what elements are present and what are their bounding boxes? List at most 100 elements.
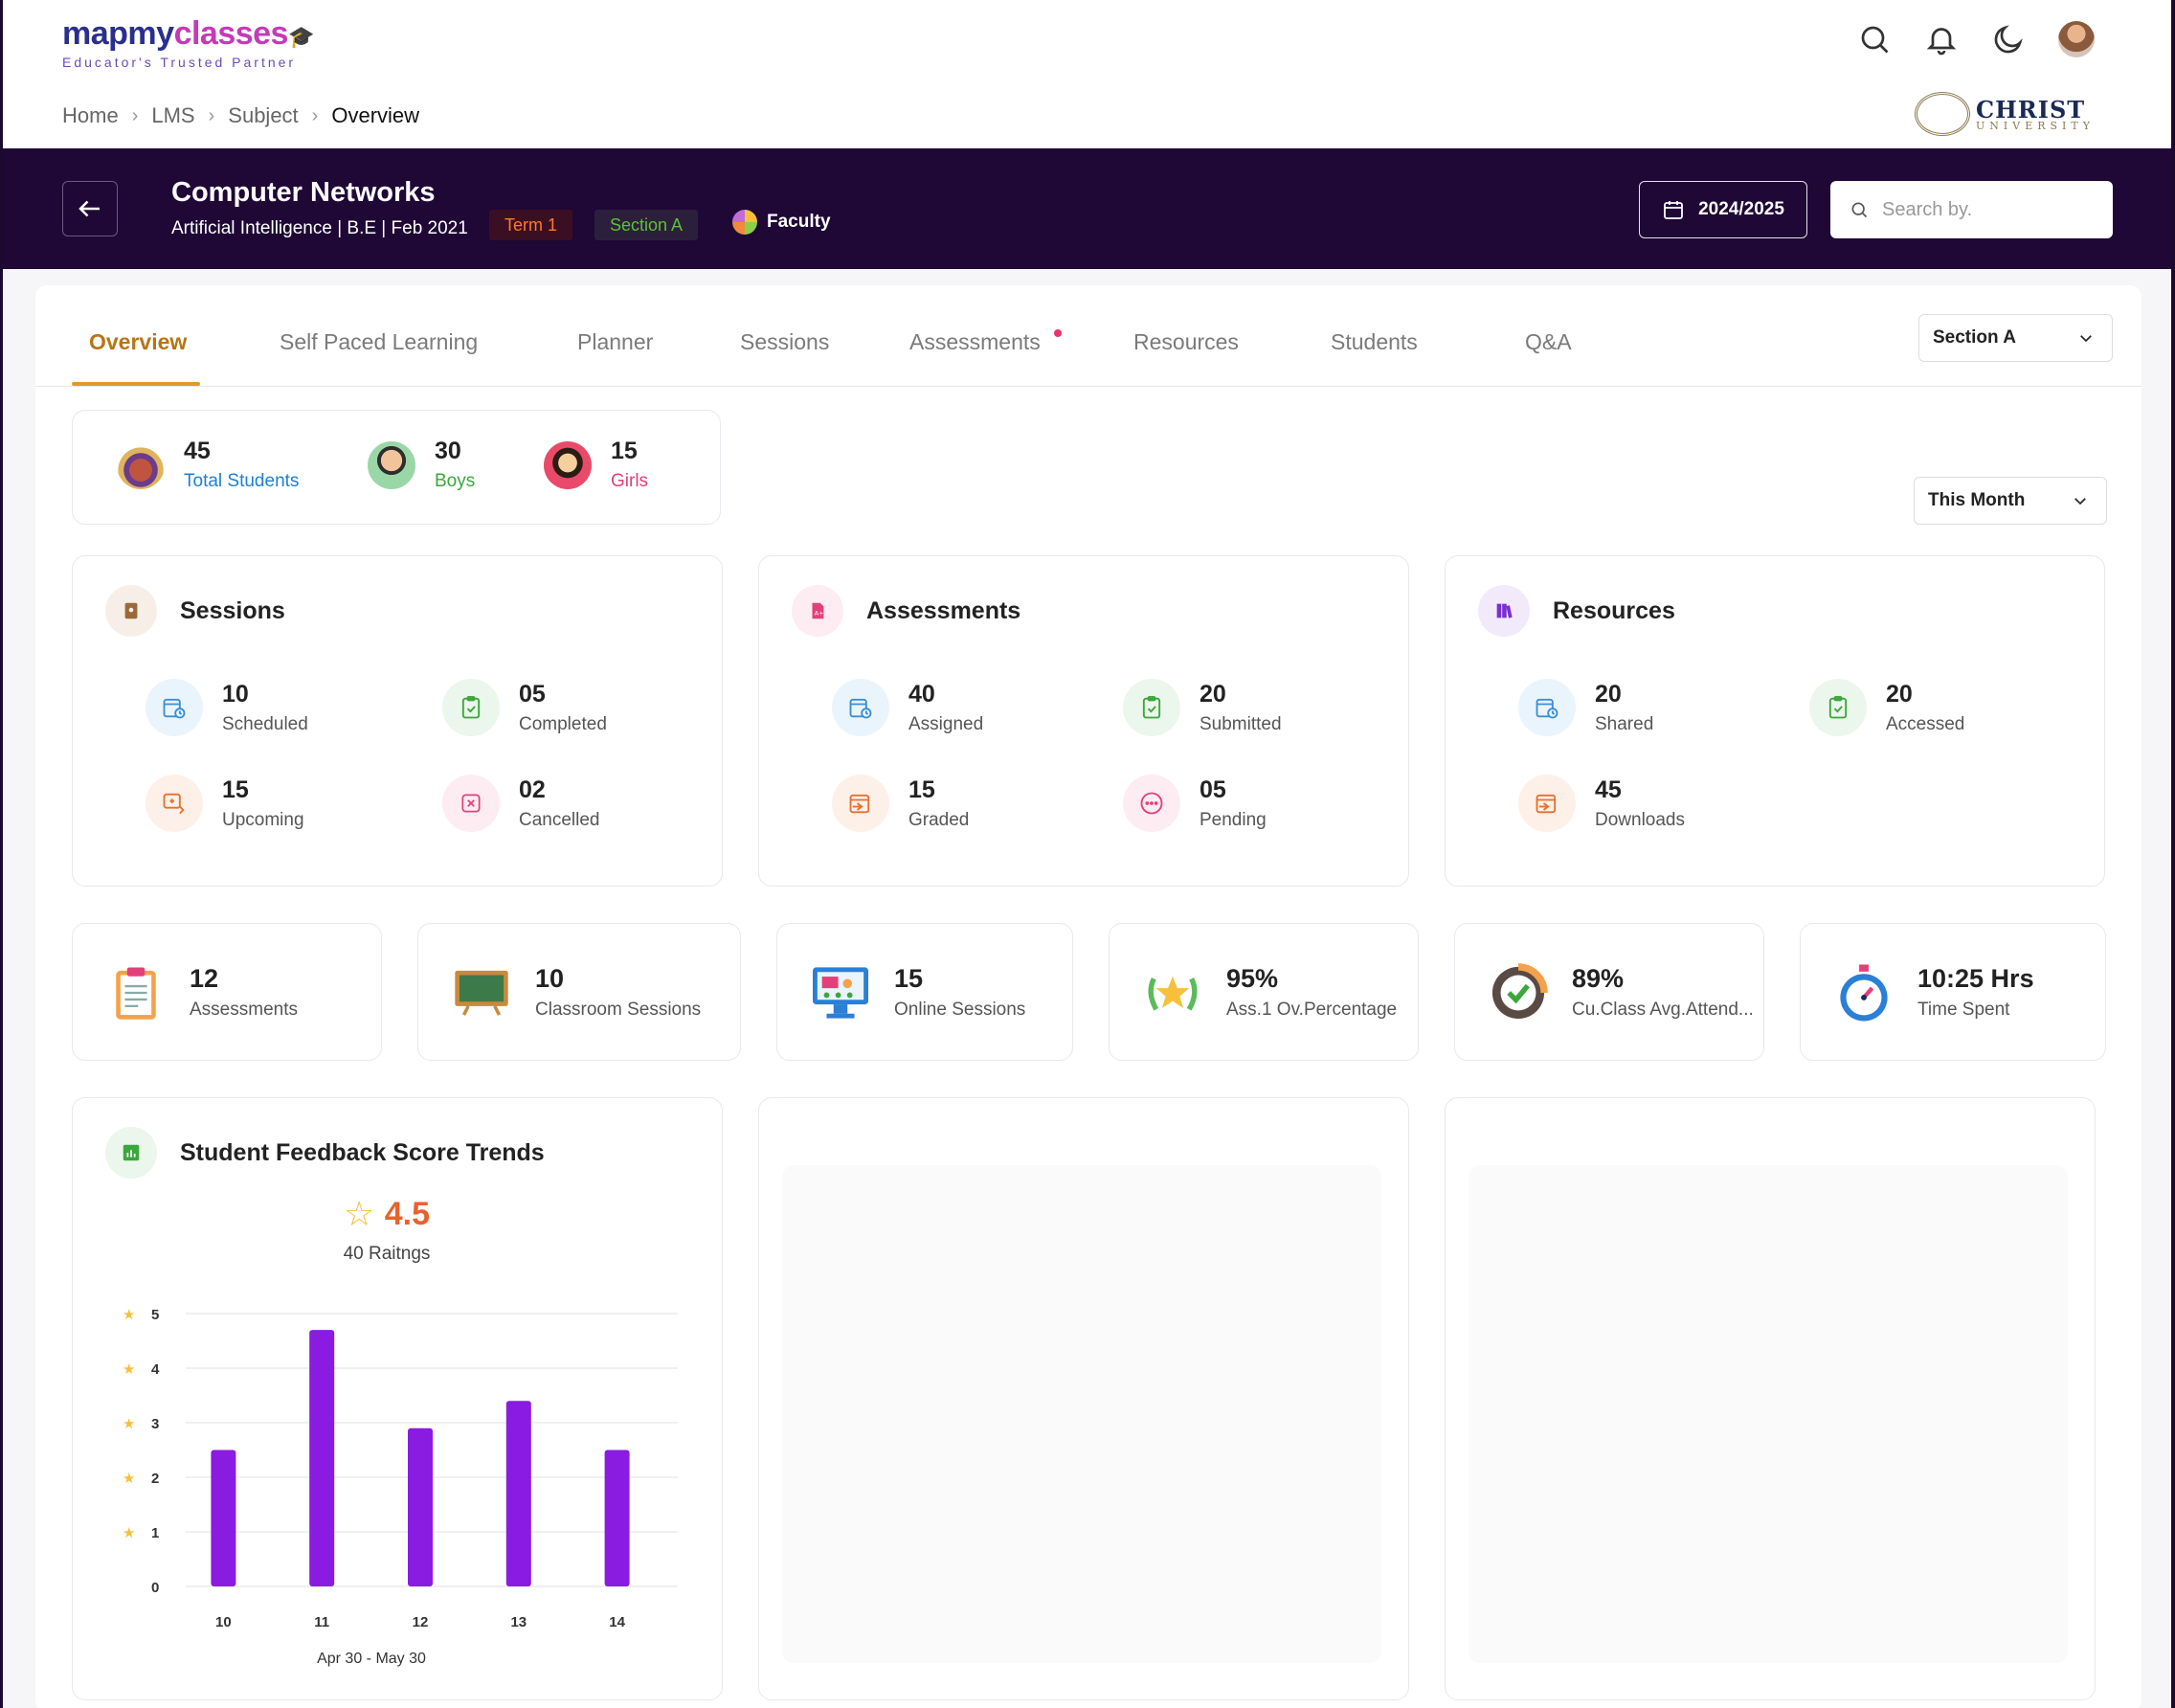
feedback-score-value: 4.5 (384, 1195, 430, 1232)
pending-icon (1123, 775, 1180, 832)
tab-students[interactable]: Students (1331, 329, 1418, 354)
stat-value: 15 (894, 964, 924, 993)
stopwatch-icon (1833, 962, 1895, 1023)
metric-label: Submitted (1200, 713, 1282, 734)
laurel-star-icon (1142, 962, 1203, 1023)
x-tick-label: 10 (215, 1614, 232, 1630)
stat-value: 95% (1226, 964, 1279, 993)
chevron-down-icon (2080, 335, 2092, 343)
clipboard-check-icon (442, 679, 500, 736)
sessions-title: Sessions (180, 596, 285, 624)
sessions-scheduled[interactable]: 10 Scheduled (146, 679, 308, 736)
stat-label: Time Spent (1917, 1000, 2010, 1020)
academic-year-label: 2024/2025 (1698, 199, 1784, 219)
metric-label: Assigned (908, 713, 984, 734)
top-actions (1857, 21, 2095, 57)
bar-11[interactable] (309, 1330, 335, 1586)
loading-placeholder (782, 1165, 1381, 1663)
y-tick-label: 2 (151, 1471, 159, 1487)
role-badge: Faculty (732, 210, 831, 235)
assessments-submitted[interactable]: 20 Submitted (1123, 679, 1282, 736)
bar-chart-icon (105, 1127, 157, 1179)
girls-label: Girls (611, 471, 649, 491)
metric-label: Accessed (1886, 713, 1965, 734)
assessments-card: A+ Assessments 40 Assigned 20 Submitted 15… (758, 555, 1409, 887)
university-name: CHRIST (1976, 96, 2086, 124)
chevron-right-icon: › (131, 104, 139, 126)
tab-sessions[interactable]: Sessions (740, 329, 830, 354)
book-icon (105, 585, 157, 637)
resources-title: Resources (1553, 596, 1675, 624)
breadcrumb-subject[interactable]: Subject (228, 103, 299, 127)
stat-classroom-sessions[interactable]: 10 Classroom Sessions (417, 923, 741, 1061)
moon-icon[interactable] (1991, 22, 2026, 56)
assessments-title: Assessments (866, 596, 1021, 624)
assessments-graded[interactable]: 15 Graded (832, 775, 969, 832)
bar-14[interactable] (604, 1450, 630, 1587)
stat-value: 12 (190, 964, 219, 993)
assessments-assigned[interactable]: 40 Assigned (832, 679, 983, 736)
period-select[interactable]: This Month (1914, 477, 2107, 525)
y-tick-star-icon: ★ (123, 1525, 135, 1541)
metric-label: Cancelled (519, 809, 600, 830)
tab-self-paced-learning[interactable]: Self Paced Learning (280, 329, 479, 354)
academic-year-button[interactable]: 2024/2025 (1639, 181, 1807, 238)
course-banner: Computer Networks Artificial Intelligenc… (3, 148, 2171, 269)
active-tab-indicator (72, 382, 200, 386)
stat-assessments[interactable]: 12 Assessments (72, 923, 382, 1061)
breadcrumb-home[interactable]: Home (62, 103, 119, 127)
tab-qa[interactable]: Q&A (1525, 329, 1572, 354)
stat-attendance[interactable]: 89% Cu.Class Avg.Attend... (1454, 923, 1764, 1061)
resources-shared[interactable]: 20 Shared (1518, 679, 1653, 736)
resources-downloads[interactable]: 45 Downloads (1518, 775, 1685, 832)
section-select[interactable]: Section A (1918, 314, 2113, 362)
course-subtitle: Artificial Intelligence | B.E | Feb 2021 (171, 218, 468, 238)
x-tick-label: 13 (510, 1614, 527, 1630)
feedback-title: Student Feedback Score Trends (180, 1138, 545, 1166)
stat-time-spent[interactable]: 10:25 Hrs Time Spent (1800, 923, 2106, 1061)
metric-label: Completed (519, 713, 607, 734)
empty-card-2 (1445, 1097, 2096, 1700)
sessions-cancelled[interactable]: 02 Cancelled (442, 775, 600, 832)
monitor-icon (810, 962, 871, 1023)
brand-logo[interactable]: mapmyclasses🎓 Educator's Trusted Partner (62, 15, 314, 70)
boy-avatar-icon (368, 440, 415, 489)
section-select-value: Section A (1933, 327, 2016, 348)
cancel-icon (442, 775, 500, 832)
assessments-pending[interactable]: 05 Pending (1123, 775, 1267, 832)
breadcrumb-current: Overview (331, 103, 420, 127)
top-bar: mapmyclasses🎓 Educator's Trusted Partner… (3, 0, 2171, 148)
back-button[interactable] (62, 181, 118, 236)
boys-label: Boys (435, 471, 476, 491)
sessions-upcoming[interactable]: 15 Upcoming (146, 775, 304, 832)
bar-13[interactable] (505, 1401, 531, 1586)
attendance-clock-icon (1488, 962, 1549, 1023)
clipboard-check-icon (1123, 679, 1180, 736)
search-input[interactable]: Search by. (1830, 181, 2113, 238)
y-tick-label: 4 (151, 1361, 160, 1378)
chevron-right-icon: › (311, 104, 319, 126)
stat-online-sessions[interactable]: 15 Online Sessions (776, 923, 1073, 1061)
blackboard-icon (451, 962, 512, 1023)
total-students: 45 Total Students (117, 438, 299, 492)
y-tick-label: 1 (151, 1525, 159, 1541)
search-icon[interactable] (1857, 22, 1892, 56)
bell-icon[interactable] (1924, 22, 1959, 56)
tab-planner[interactable]: Planner (577, 329, 654, 354)
tab-resources[interactable]: Resources (1133, 329, 1239, 354)
bar-12[interactable] (408, 1427, 433, 1586)
resources-accessed[interactable]: 20 Accessed (1809, 679, 1964, 736)
stat-assessment-percentage[interactable]: 95% Ass.1 Ov.Percentage (1109, 923, 1419, 1061)
logo-tagline: Educator's Trusted Partner (62, 55, 297, 70)
girls-value: 15 (611, 438, 638, 464)
avatar[interactable] (2058, 21, 2095, 57)
tab-assessments[interactable]: Assessments (909, 329, 1041, 354)
role-label: Faculty (767, 212, 831, 232)
x-tick-label: 11 (314, 1614, 329, 1630)
metric-label: Scheduled (222, 713, 308, 734)
sessions-completed[interactable]: 05 Completed (442, 679, 607, 736)
bar-10[interactable] (211, 1450, 236, 1587)
clipboard-check-icon (1809, 679, 1867, 736)
tab-overview[interactable]: Overview (89, 329, 188, 354)
breadcrumb-lms[interactable]: LMS (151, 103, 195, 127)
